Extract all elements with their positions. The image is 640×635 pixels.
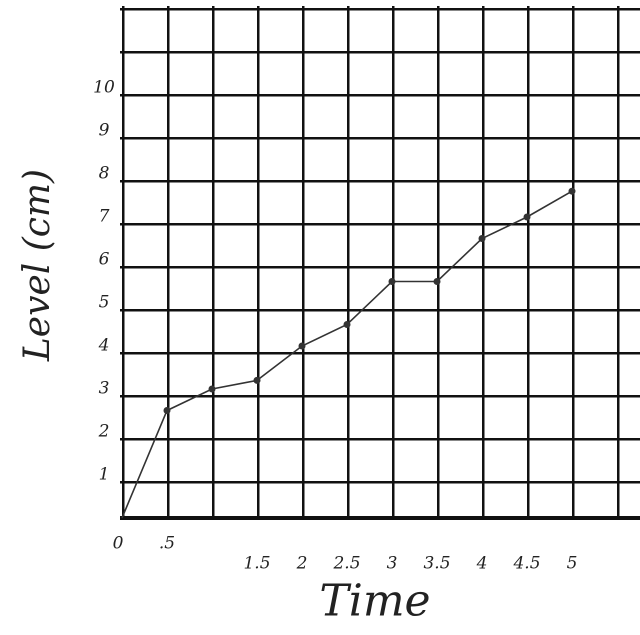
x-tick-label: .5 bbox=[159, 534, 175, 554]
graph-paper bbox=[120, 6, 640, 520]
data-point bbox=[389, 278, 396, 285]
x-tick-label: 5 bbox=[567, 554, 578, 574]
x-tick-label: 1.5 bbox=[243, 554, 270, 574]
x-tick-label: 4.5 bbox=[512, 554, 540, 574]
x-axis-label: Time bbox=[319, 576, 430, 627]
y-axis-label: Level (cm) bbox=[17, 169, 58, 362]
data-point bbox=[254, 377, 261, 384]
x-tick-label: 3.5 bbox=[423, 554, 450, 574]
data-point bbox=[299, 343, 306, 350]
x-tick-label: 0 bbox=[113, 534, 124, 554]
y-tick-label: 3 bbox=[99, 379, 110, 399]
y-tick-label: 4 bbox=[98, 336, 110, 356]
y-tick-label: 9 bbox=[99, 121, 110, 141]
data-point bbox=[524, 214, 531, 221]
y-tick-label: 7 bbox=[99, 207, 110, 227]
data-point bbox=[164, 407, 171, 414]
y-tick-label: 10 bbox=[93, 78, 115, 98]
data-point bbox=[209, 386, 216, 393]
chart: Time Level (cm) 1 2 3 4 5 6 7 8 9 10 0 .5 1.5 2 2.5 3 3.… bbox=[0, 0, 640, 635]
y-tick-label: 8 bbox=[99, 164, 110, 184]
x-tick-label: 3 bbox=[387, 554, 398, 574]
data-point bbox=[434, 278, 441, 285]
y-tick-label: 1 bbox=[99, 465, 110, 485]
data-point bbox=[479, 235, 486, 242]
data-point bbox=[569, 188, 576, 195]
y-tick-label: 6 bbox=[99, 250, 110, 270]
x-tick-label: 2 bbox=[296, 554, 308, 574]
y-tick-label: 2 bbox=[98, 422, 110, 442]
x-tick-label: 4 bbox=[476, 554, 488, 574]
data-point bbox=[344, 321, 351, 328]
y-tick-label: 5 bbox=[99, 293, 110, 313]
x-tick-label: 2.5 bbox=[332, 554, 360, 574]
